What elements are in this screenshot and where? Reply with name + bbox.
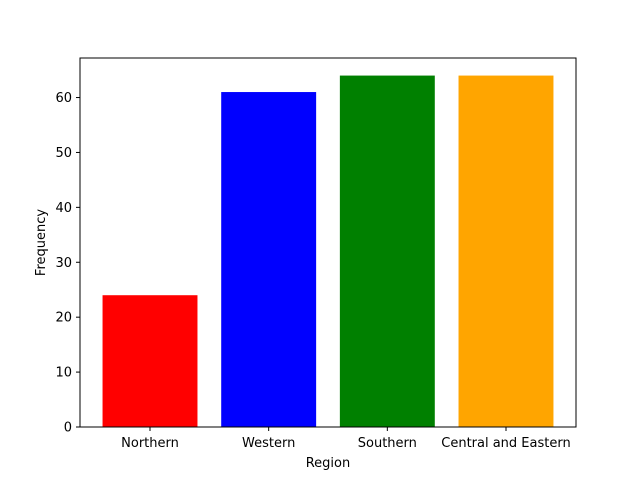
y-tick-label: 10 bbox=[55, 366, 72, 381]
y-tick-label: 40 bbox=[55, 201, 72, 216]
y-tick-label: 0 bbox=[64, 421, 72, 436]
x-tick-label: Central and Eastern bbox=[441, 436, 570, 451]
y-axis-label: Frequency bbox=[34, 209, 49, 276]
y-tick-label: 50 bbox=[55, 146, 72, 161]
bar-southern bbox=[339, 75, 435, 428]
bar-northern bbox=[102, 295, 198, 427]
bar-central-and-eastern bbox=[458, 75, 554, 428]
y-axis-ticks: 0 10 20 30 40 50 60 bbox=[55, 91, 80, 436]
plot-frame bbox=[79, 57, 577, 428]
y-tick-label: 20 bbox=[55, 311, 72, 326]
y-tick-label: 30 bbox=[55, 256, 72, 271]
y-tick-label: 60 bbox=[55, 91, 72, 106]
bar-western bbox=[221, 92, 317, 427]
x-axis-ticks: Northern Western Southern Central and Easte… bbox=[121, 427, 571, 451]
x-axis-label: Region bbox=[306, 456, 351, 471]
x-tick-label: Western bbox=[242, 436, 295, 451]
x-tick-label: Northern bbox=[121, 436, 179, 451]
bars-group bbox=[102, 75, 554, 428]
x-tick-label: Southern bbox=[358, 436, 417, 451]
